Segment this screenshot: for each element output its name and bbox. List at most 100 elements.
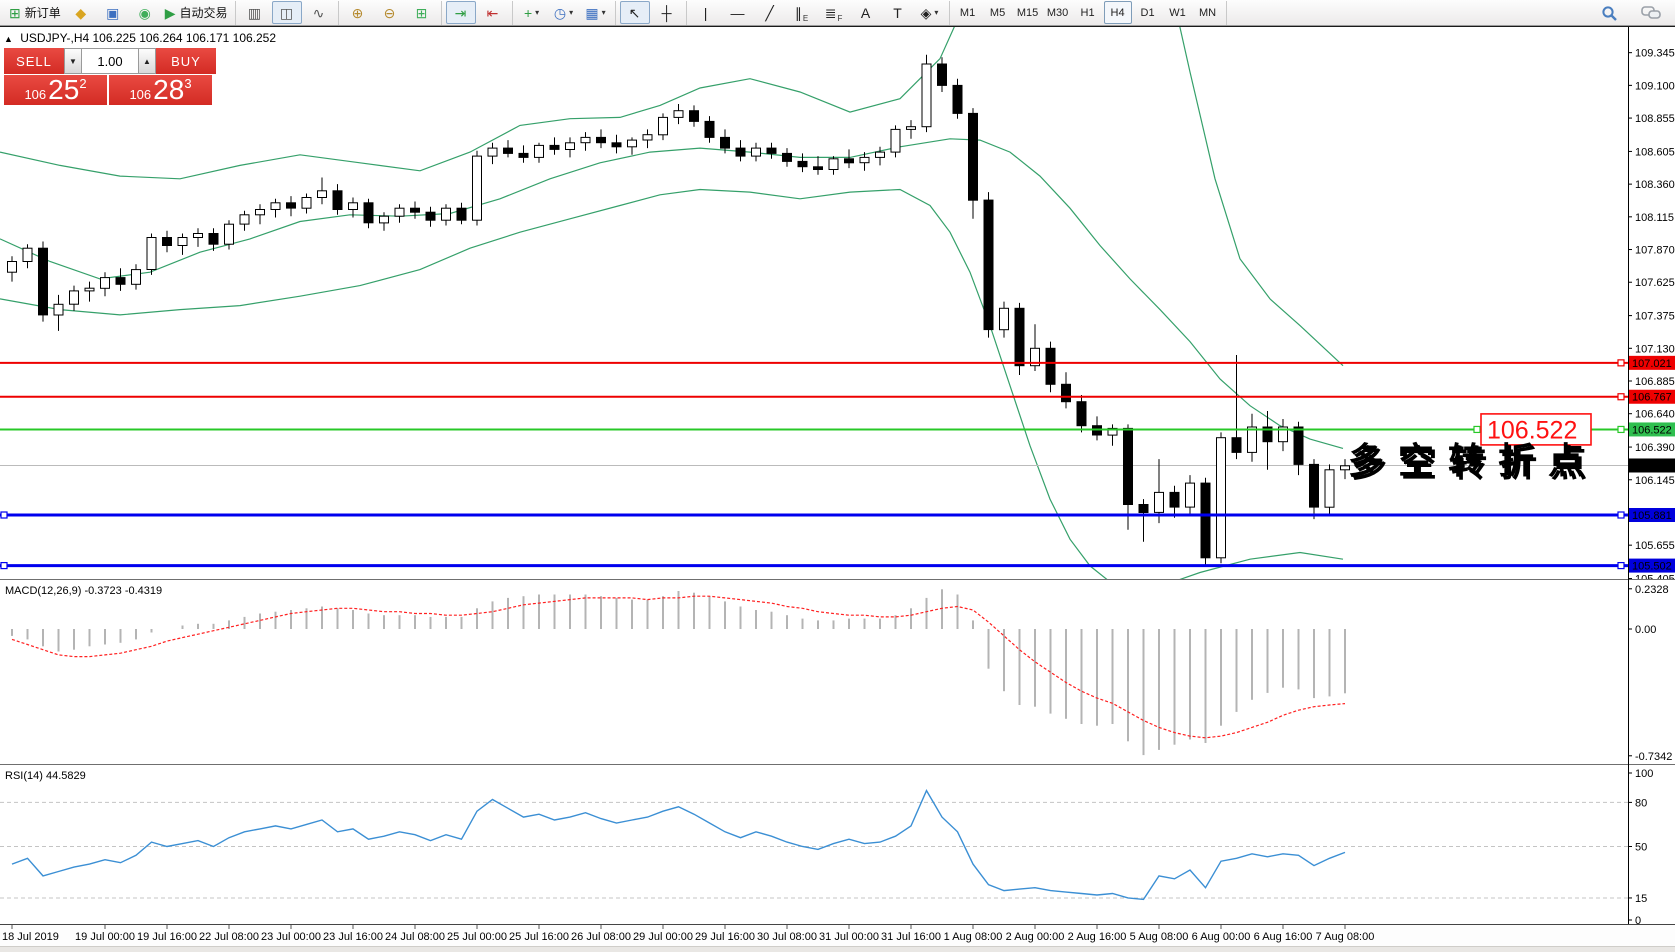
line-chart-button[interactable]: ∿ [304, 1, 334, 24]
indicators-button[interactable]: + ▾ [517, 1, 547, 24]
search-icon [1601, 5, 1617, 21]
candlestick-chart-button[interactable]: ◫ [271, 1, 302, 24]
hline-handle[interactable] [1473, 425, 1481, 434]
toolbar-group: ⊕ ⊖ ⊞ [339, 0, 442, 25]
zoom-in-button[interactable]: ⊕ [343, 1, 373, 24]
price-badge [1629, 422, 1675, 437]
toolbar-button-label: 自动交易 [179, 6, 228, 20]
candle-body [22, 247, 33, 262]
label-icon: T [893, 4, 902, 21]
text-button[interactable]: A [851, 1, 881, 24]
arrows-button[interactable]: ◈ ▾ [915, 1, 945, 24]
timeframe-h1[interactable]: H1 [1080, 6, 1095, 19]
metaeditor-icon: ◆ [75, 4, 87, 21]
main-price-chart[interactable]: 106.522多空转折点多空转折点109.345109.100108.85510… [0, 27, 1675, 579]
autotrading-button[interactable]: ▶ 自动交易 [162, 1, 231, 24]
new-order-button[interactable]: ⊞ 新订单 [6, 1, 64, 24]
buy-price-button[interactable]: 106 28 3 [109, 75, 212, 105]
timeframe-d1[interactable]: D1 [1140, 6, 1155, 19]
macd-signal-line [11, 595, 1346, 739]
annotation-text[interactable]: 多空转折点 [1348, 440, 1598, 481]
collapse-panel-icon[interactable]: ▲ [4, 34, 13, 44]
volume-increase-button[interactable]: ▲ [138, 48, 156, 74]
timeframe-m30[interactable]: M30 [1046, 6, 1069, 19]
candle-body [1185, 482, 1195, 508]
time-axis-label: 23 Jul 00:00 [261, 931, 321, 943]
candle-body [1309, 463, 1319, 508]
label-button[interactable]: T [883, 1, 913, 24]
time-axis-label: 25 Jul 16:00 [509, 931, 569, 943]
terminal-button[interactable]: ▣ [98, 1, 128, 24]
auto-scroll-icon: ⇥ [454, 4, 467, 21]
chevron-down-icon: ▾ [934, 8, 939, 17]
timeframe-m15[interactable]: M15 [1016, 6, 1039, 19]
price-axis-label: 105.405 [1635, 574, 1675, 579]
sell-button[interactable]: SELL [4, 48, 64, 74]
chat-icon [1641, 6, 1661, 19]
symbol-ohlc-line: USDJPY-,H4 106.225 106.264 106.171 106.2… [20, 31, 277, 45]
zoom-out-button[interactable]: ⊖ [375, 1, 405, 24]
candle-body [720, 136, 730, 149]
hline-handle[interactable] [1617, 561, 1625, 570]
auto-scroll-button[interactable]: ⇥ [445, 1, 476, 24]
rsi-level-label: 80 [1635, 797, 1647, 809]
hline-handle[interactable] [0, 511, 8, 519]
timeframe-h4[interactable]: H4 [1103, 1, 1132, 24]
hline-handle[interactable] [1617, 511, 1625, 519]
trendline-button[interactable]: ╱ [755, 1, 785, 24]
candle-body [642, 134, 653, 141]
candle-body [425, 211, 436, 221]
candle-body [317, 190, 327, 199]
price-axis-label: 107.375 [1635, 311, 1675, 323]
feedback-button[interactable] [1636, 2, 1666, 25]
time-axis-label: 23 Jul 16:00 [323, 931, 383, 943]
macd-indicator-pane[interactable]: 0.2328 0.00 -0.7342 MACD(12,26,9) -0.3723 -… [0, 579, 1675, 764]
chart-shift-button[interactable]: ⇤ [478, 1, 508, 24]
timeframe-m5[interactable]: M5 [989, 6, 1006, 19]
cursor-button[interactable]: ↖ [619, 1, 650, 24]
periods-button[interactable]: ◷ ▾ [549, 1, 579, 24]
buy-button[interactable]: BUY [156, 48, 216, 74]
candle-body [1014, 307, 1025, 367]
candle-body [968, 112, 978, 201]
volume-input[interactable] [82, 48, 138, 74]
candle-body [503, 147, 513, 154]
channel-icon: ∥ [794, 4, 802, 21]
candle-body [394, 207, 405, 217]
bar-chart-button[interactable]: ▥ [240, 1, 270, 24]
candle-body [890, 128, 901, 153]
channel-button[interactable]: ∥ E [794, 4, 809, 24]
templates-button[interactable]: ▦ ▾ [581, 1, 611, 24]
vertical-line-button[interactable]: | [691, 1, 721, 24]
hline-handle[interactable] [0, 561, 8, 570]
candle-body [844, 158, 854, 164]
timeframe-m1[interactable]: M1 [959, 6, 976, 19]
candle-body [379, 215, 389, 224]
price-axis-label: 107.870 [1635, 245, 1675, 257]
tile-windows-button[interactable]: ⊞ [407, 1, 437, 24]
toolbar-group: ↖ ┼ [616, 0, 687, 25]
search-button[interactable] [1594, 2, 1624, 25]
signals-button[interactable]: ◉ [130, 1, 160, 24]
buy-price-pips: 28 [153, 74, 185, 105]
timeframe-mn[interactable]: MN [1198, 6, 1217, 19]
hline-handle[interactable] [1617, 393, 1625, 401]
crosshair-button[interactable]: ┼ [652, 1, 682, 24]
price-annotation-box[interactable] [1480, 413, 1592, 446]
horizontal-line-button[interactable]: — [723, 1, 753, 24]
price-annotation-text: 106.522 [1487, 416, 1577, 444]
candle-body [999, 307, 1009, 331]
time-axis-label: 29 Jul 00:00 [633, 931, 693, 943]
candle-body [906, 126, 916, 130]
fibonacci-button[interactable]: ≣ F [824, 4, 843, 24]
sell-price-button[interactable]: 106 25 2 [4, 75, 107, 105]
rsi-level-label: 15 [1635, 893, 1647, 905]
time-axis-label: 30 Jul 08:00 [757, 931, 817, 943]
rsi-indicator-pane[interactable]: 100 80 50 15 0 RSI(14) 44.5829 [0, 764, 1675, 925]
hline-handle[interactable] [1617, 425, 1625, 434]
crosshair-icon: ┼ [661, 4, 672, 21]
timeframe-w1[interactable]: W1 [1169, 6, 1186, 19]
volume-dropdown-button[interactable]: ▼ [64, 48, 82, 74]
hline-handle[interactable] [1617, 359, 1625, 367]
metaeditor-button[interactable]: ◆ [66, 1, 96, 24]
